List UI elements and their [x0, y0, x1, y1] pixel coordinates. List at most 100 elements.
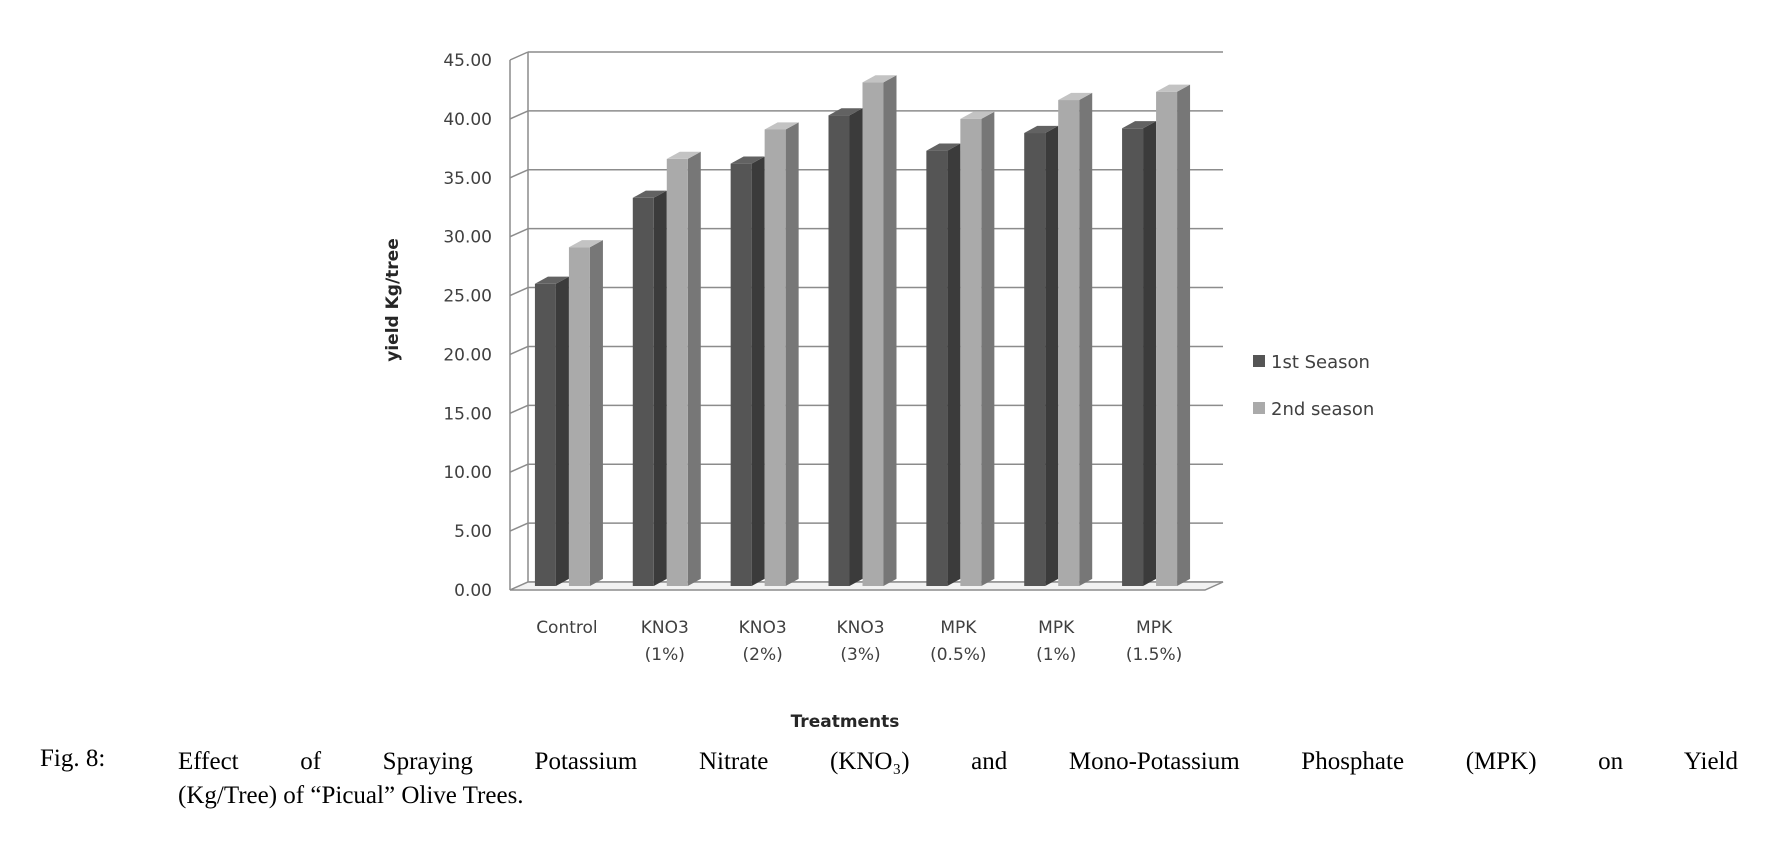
bar-side — [981, 111, 995, 586]
bar-top — [828, 108, 863, 116]
bar — [632, 190, 667, 587]
bar — [730, 156, 765, 586]
y-axis-title: yield Kg/tree — [383, 238, 403, 361]
y-tick-label: 5.00 — [454, 522, 492, 542]
x-tick-label-line: KNO3 — [739, 618, 787, 638]
x-tick-label: MPK (1%) — [1036, 618, 1076, 665]
bar — [862, 75, 897, 586]
bar-front — [828, 115, 850, 586]
bar-front — [730, 163, 752, 586]
y-tick-label: 20.00 — [443, 345, 492, 365]
bar-front — [1058, 100, 1080, 587]
bar — [960, 111, 995, 586]
bar-front — [1122, 128, 1144, 587]
bar-top — [568, 240, 603, 248]
x-tick-label: MPK (1.5%) — [1126, 618, 1182, 665]
x-tick-label: Control — [536, 618, 597, 638]
y-tick-label: 25.00 — [443, 287, 492, 307]
x-tick-label-line: (1%) — [645, 645, 685, 665]
x-tick-label: MPK (0.5%) — [930, 618, 986, 665]
bar-front — [666, 158, 688, 586]
bar-top — [1122, 121, 1157, 129]
bar — [1024, 125, 1059, 586]
bar-top — [1024, 125, 1059, 134]
bar-side — [653, 190, 667, 586]
grid-line-side — [509, 286, 529, 297]
bar-front — [534, 283, 556, 586]
y-tick-label: 45.00 — [443, 51, 492, 71]
y-tick-label: 10.00 — [443, 463, 492, 483]
bar-chart: 0.00 5.00 10.00 15.00 20.00 25.00 30.00 35.00 40… — [383, 51, 1374, 732]
bar — [1058, 92, 1093, 587]
bar-side — [1079, 92, 1093, 587]
bar-side — [883, 75, 897, 586]
y-tick-label: 40.00 — [443, 110, 492, 130]
y-tick-label: 35.00 — [443, 169, 492, 189]
bar-side — [687, 151, 701, 587]
x-tick-label: KNO3 (2%) — [739, 618, 787, 665]
bar — [828, 108, 863, 586]
bar-side — [947, 143, 961, 587]
bar-top — [534, 276, 569, 284]
x-tick-label-line: (2%) — [743, 645, 783, 665]
x-axis-title: Treatments — [791, 712, 900, 732]
bar-front — [632, 197, 654, 587]
x-tick-label-line: KNO3 — [641, 618, 689, 638]
bar-side — [1045, 125, 1059, 586]
grid-line-side — [509, 404, 529, 415]
legend: 1st Season 2nd season — [1253, 352, 1374, 420]
bar-top — [1156, 84, 1191, 92]
legend-swatch — [1253, 355, 1265, 367]
x-tick-label-line: MPK — [1038, 618, 1075, 638]
caption-line-1: Effect of Spraying Potassium Nitrate (KN… — [178, 748, 1738, 775]
bar-front — [568, 247, 590, 586]
x-tick-label-line: MPK — [1136, 618, 1173, 638]
bar-top — [960, 111, 995, 119]
y-tick-label: 0.00 — [454, 581, 492, 601]
x-axis-ticks: Control KNO3 (1%) KNO3 (2%) KNO3 (3%) MPK (0.5%)… — [536, 618, 1182, 665]
y-tick-label: 30.00 — [443, 228, 492, 248]
bar-side — [751, 156, 765, 586]
bar-top — [730, 156, 765, 164]
grid-line-side — [509, 522, 529, 532]
x-tick-label: KNO3 (1%) — [641, 618, 689, 665]
bar — [1122, 121, 1157, 587]
bar-front — [926, 150, 948, 586]
grid-line-side — [509, 227, 529, 238]
grid-line-side — [509, 51, 529, 61]
x-tick-label: KNO3 (3%) — [836, 618, 884, 665]
bar-front — [764, 129, 786, 586]
bar — [764, 122, 799, 586]
y-tick-label: 15.00 — [443, 404, 492, 424]
bar — [1156, 84, 1191, 587]
bar — [926, 143, 961, 587]
bar-top — [632, 190, 667, 198]
bar-top — [764, 122, 799, 130]
bars — [534, 75, 1191, 587]
x-tick-label-line: (3%) — [840, 645, 880, 665]
bar-top — [1058, 92, 1093, 101]
x-tick-label-line: (0.5%) — [930, 645, 986, 665]
legend-label: 2nd season — [1271, 399, 1374, 420]
grid-line-side — [509, 463, 529, 473]
grid-line-side — [509, 110, 529, 120]
x-tick-label-line: MPK — [940, 618, 977, 638]
bar-top — [666, 151, 701, 159]
bar-front — [862, 82, 884, 586]
caption-label: Fig. 8: — [40, 745, 106, 772]
bar-side — [1177, 84, 1191, 587]
bar-side — [785, 122, 799, 586]
legend-label: 1st Season — [1271, 352, 1370, 373]
bar-top — [862, 75, 897, 83]
bar-side — [555, 276, 569, 586]
x-tick-label-line: (1.5%) — [1126, 645, 1182, 665]
grid-line-side — [509, 169, 529, 179]
x-tick-label-line: Control — [536, 618, 597, 638]
caption-line-2: (Kg/Tree) of “Picual” Olive Trees. — [178, 782, 524, 809]
bar-side — [849, 108, 863, 586]
bar-front — [1156, 91, 1178, 587]
bar-side — [1143, 121, 1157, 587]
bar — [666, 151, 701, 587]
bar-top — [926, 143, 961, 151]
bar — [568, 240, 603, 586]
